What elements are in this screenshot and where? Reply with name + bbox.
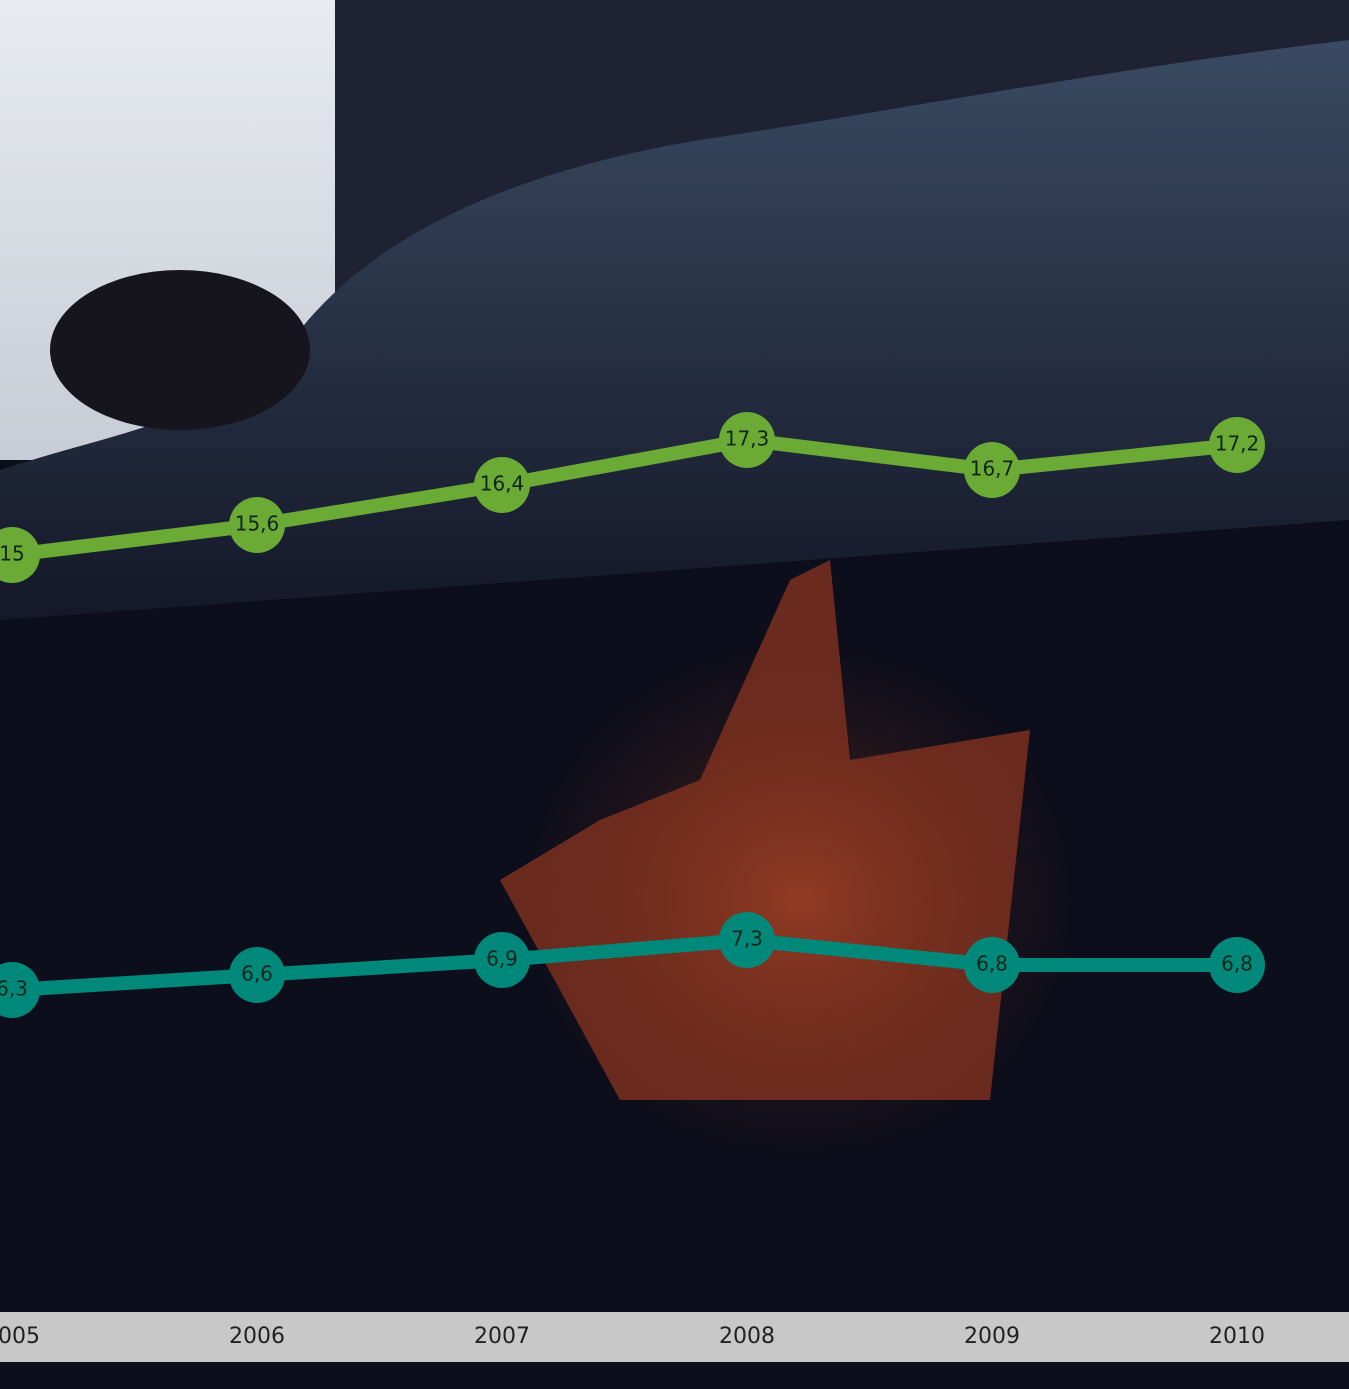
point-marker [1209, 937, 1265, 993]
point-marker [0, 527, 40, 583]
series-line [11, 933, 1237, 997]
data-label: 17,2 [1215, 432, 1260, 456]
x-tick-label: 2010 [1209, 1324, 1265, 1349]
x-tick-label: 2008 [719, 1324, 775, 1349]
data-label: 15 [0, 542, 25, 566]
x-tick-label: 2006 [229, 1324, 285, 1349]
data-label: 6,9 [486, 947, 518, 971]
data-label: 6,6 [241, 962, 273, 986]
x-tick-label: 2005 [0, 1324, 40, 1349]
data-label: 16,4 [480, 472, 525, 496]
point-marker [719, 412, 775, 468]
x-tick-label: 2007 [474, 1324, 530, 1349]
data-label: 6,8 [1221, 952, 1253, 976]
point-marker [964, 442, 1020, 498]
point-marker [0, 962, 40, 1018]
x-tick-label: 2009 [964, 1324, 1020, 1349]
point-marker [719, 912, 775, 968]
point-marker [229, 497, 285, 553]
data-label: 17,3 [725, 427, 770, 451]
point-marker [964, 937, 1020, 993]
point-marker [474, 932, 530, 988]
data-label: 7,3 [731, 927, 763, 951]
data-label: 16,7 [970, 457, 1015, 481]
series-line [11, 433, 1238, 562]
data-label: 15,6 [235, 512, 280, 536]
point-marker [1209, 417, 1265, 473]
data-label: 6,8 [976, 952, 1008, 976]
data-label: 6,3 [0, 977, 28, 1001]
point-marker [229, 947, 285, 1003]
point-marker [474, 457, 530, 513]
